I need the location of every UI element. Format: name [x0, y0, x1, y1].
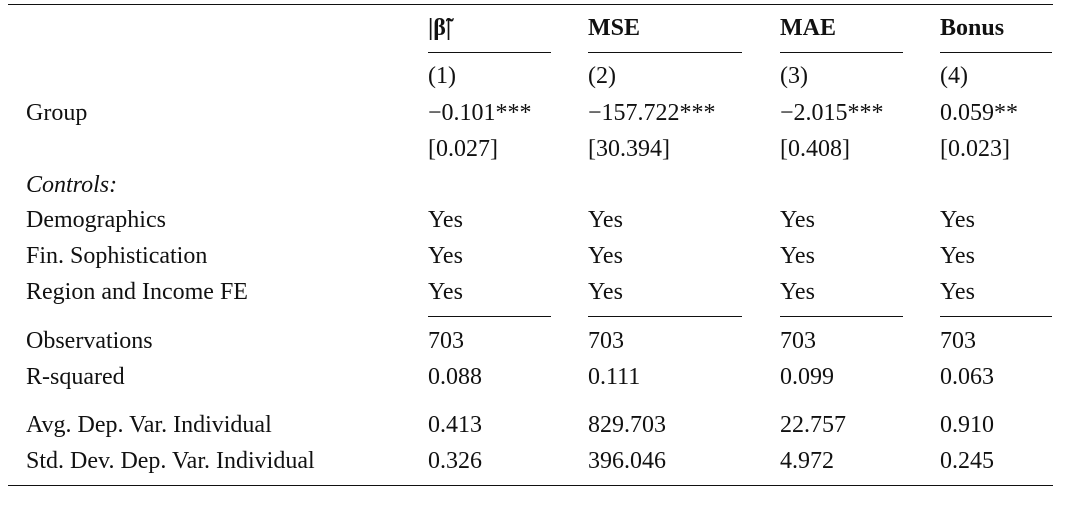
header-rule: [588, 52, 742, 53]
row-label: Demographics: [26, 207, 166, 233]
section-heading: Controls:: [26, 172, 118, 198]
cell: 0.245: [940, 448, 994, 474]
cell: Yes: [588, 279, 623, 305]
cell: 0.910: [940, 412, 994, 438]
column-header: |β̃|: [428, 15, 452, 41]
cell: Yes: [588, 243, 623, 269]
row-label: Group: [26, 100, 88, 126]
cell: 703: [588, 328, 624, 354]
cell: 703: [940, 328, 976, 354]
cell: 4.972: [780, 448, 834, 474]
header-rule: [780, 52, 903, 53]
row-label: R-squared: [26, 364, 125, 390]
cell: Yes: [780, 207, 815, 233]
cell: Yes: [780, 279, 815, 305]
standard-error: [30.394]: [588, 136, 670, 162]
cell: 0.099: [780, 364, 834, 390]
standard-error: [0.408]: [780, 136, 850, 162]
cell: Yes: [428, 279, 463, 305]
row-label: Observations: [26, 328, 153, 354]
coefficient: 0.059**: [940, 100, 1018, 126]
cell: Yes: [588, 207, 623, 233]
cell: Yes: [428, 243, 463, 269]
cell: Yes: [428, 207, 463, 233]
cell: 22.757: [780, 412, 846, 438]
cell: 0.063: [940, 364, 994, 390]
controls-rule: [588, 316, 742, 317]
column-header: Bonus: [940, 15, 1005, 41]
top-rule: [8, 4, 1053, 5]
cell: Yes: [780, 243, 815, 269]
standard-error: [0.027]: [428, 136, 498, 162]
row-label: Std. Dev. Dep. Var. Individual: [26, 448, 315, 474]
column-number: (2): [588, 63, 616, 89]
cell: 703: [780, 328, 816, 354]
cell: 703: [428, 328, 464, 354]
row-label: Fin. Sophistication: [26, 243, 208, 269]
cell: Yes: [940, 243, 975, 269]
coefficient: −157.722***: [588, 100, 716, 126]
cell: 0.111: [588, 364, 641, 390]
column-header: MAE: [780, 15, 836, 41]
row-label: Region and Income FE: [26, 279, 248, 305]
column-number: (4): [940, 63, 968, 89]
header-rule: [428, 52, 551, 53]
column-number: (1): [428, 63, 456, 89]
cell: 0.413: [428, 412, 482, 438]
standard-error: [0.023]: [940, 136, 1010, 162]
cell: 396.046: [588, 448, 666, 474]
cell: 0.088: [428, 364, 482, 390]
coefficient: −2.015***: [780, 100, 884, 126]
controls-rule: [780, 316, 903, 317]
cell: 0.326: [428, 448, 482, 474]
controls-rule: [428, 316, 551, 317]
column-number: (3): [780, 63, 808, 89]
header-rule: [940, 52, 1052, 53]
coefficient: −0.101***: [428, 100, 532, 126]
bottom-rule: [8, 485, 1053, 486]
column-header: MSE: [588, 15, 641, 41]
cell: Yes: [940, 279, 975, 305]
controls-rule: [940, 316, 1052, 317]
cell: 829.703: [588, 412, 666, 438]
row-label: Avg. Dep. Var. Individual: [26, 412, 272, 438]
cell: Yes: [940, 207, 975, 233]
